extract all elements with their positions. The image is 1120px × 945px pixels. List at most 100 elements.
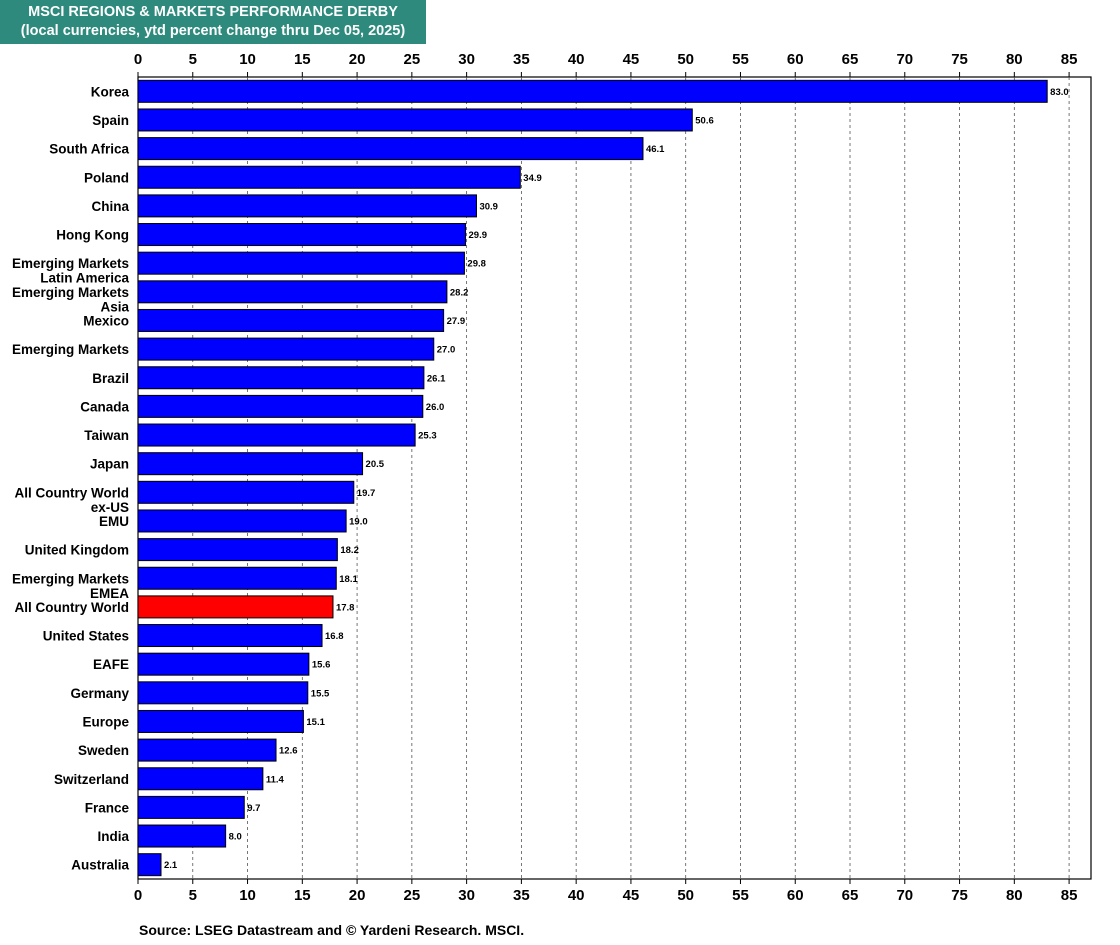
category-label-line: China (91, 199, 129, 214)
category-label: Emerging Markets (12, 342, 129, 357)
category-label-line: Japan (90, 457, 129, 472)
bar-value-label: 2.1 (164, 860, 178, 871)
x-tick-label-top: 40 (568, 51, 585, 68)
category-label: Spain (92, 113, 129, 128)
x-tick-label-top: 30 (458, 51, 475, 68)
bar-value-label: 19.7 (357, 488, 376, 499)
category-label-line: Emerging Markets (12, 571, 129, 586)
bar-value-label: 26.0 (426, 402, 445, 413)
bar (137, 79, 1048, 103)
bar (137, 853, 162, 877)
bar-value-label: 17.8 (336, 602, 355, 613)
bar-value-label: 27.0 (437, 345, 456, 356)
category-label: Hong Kong (56, 228, 129, 243)
category-label: All Country World (15, 600, 130, 615)
bar-value-label: 18.1 (339, 574, 358, 585)
category-label-line: Poland (84, 170, 129, 185)
category-label-line: Australia (71, 858, 129, 873)
category-label-line: Europe (82, 714, 129, 729)
category-label: Korea (91, 84, 130, 99)
bar-value-label: 30.9 (479, 201, 498, 212)
category-label-line: Korea (91, 84, 130, 99)
x-tick-label-bottom: 10 (239, 887, 256, 904)
x-tick-label-top: 75 (951, 51, 968, 68)
category-label: All Country World ex-US (15, 485, 130, 514)
category-label-line: South Africa (49, 142, 129, 157)
category-label-line: Emerging Markets (12, 285, 129, 300)
category-label: EMU (99, 514, 129, 529)
bar-value-label: 9.7 (247, 803, 260, 814)
category-label: Canada (80, 399, 129, 414)
x-tick-label-top: 10 (239, 51, 256, 68)
x-tick-label-bottom: 40 (568, 887, 585, 904)
category-label: Europe (82, 714, 129, 729)
category-label: EAFE (93, 657, 129, 672)
x-tick-label-top: 70 (896, 51, 913, 68)
x-tick-label-bottom: 35 (513, 887, 530, 904)
category-label: China (91, 199, 129, 214)
bar (137, 423, 416, 447)
x-tick-label-bottom: 55 (732, 887, 749, 904)
category-label: Poland (84, 170, 129, 185)
x-tick-label-top: 45 (623, 51, 640, 68)
category-label: Taiwan (84, 428, 129, 443)
bar-value-label: 15.1 (306, 717, 325, 728)
bar-value-label: 25.3 (418, 431, 437, 442)
category-label-line: Sweden (78, 743, 129, 758)
source-note: Source: LSEG Datastream and © Yardeni Re… (139, 922, 525, 938)
bar (137, 681, 309, 705)
bar-value-label: 8.0 (229, 832, 242, 843)
bar (137, 366, 425, 390)
x-tick-label-bottom: 0 (134, 887, 142, 904)
bar (137, 194, 477, 218)
category-label-line: Taiwan (84, 428, 129, 443)
bar (137, 652, 310, 676)
bar (137, 108, 693, 132)
category-label: Australia (71, 858, 129, 873)
category-label-line: Brazil (92, 371, 129, 386)
bar (137, 824, 227, 848)
x-tick-label-top: 55 (732, 51, 749, 68)
x-tick-label-top: 20 (349, 51, 366, 68)
x-tick-label-top: 80 (1006, 51, 1023, 68)
x-tick-label-bottom: 70 (896, 887, 913, 904)
category-label: Japan (90, 457, 129, 472)
bar (137, 509, 347, 533)
bar-value-label: 34.9 (523, 173, 542, 184)
category-label-line: Asia (100, 299, 129, 314)
bar (137, 566, 337, 590)
bar-value-label: 29.8 (467, 259, 486, 270)
x-tick-label-bottom: 5 (189, 887, 197, 904)
bar-value-label: 26.1 (427, 373, 446, 384)
bar-value-label: 16.8 (325, 631, 344, 642)
x-tick-label-bottom: 50 (677, 887, 694, 904)
chart-title: MSCI REGIONS & MARKETS PERFORMANCE DERBY (28, 4, 398, 20)
bar (137, 394, 424, 418)
bar (137, 738, 277, 762)
category-label: South Africa (49, 142, 129, 157)
x-tick-label-bottom: 25 (404, 887, 421, 904)
bar (137, 624, 323, 648)
bar (137, 795, 245, 819)
bar-value-label: 83.0 (1050, 87, 1069, 98)
bar (137, 280, 448, 304)
x-tick-label-bottom: 75 (951, 887, 968, 904)
category-label-line: India (97, 829, 129, 844)
category-label: India (97, 829, 129, 844)
bar-highlight (137, 595, 334, 619)
bar (137, 452, 364, 476)
bar (137, 709, 304, 733)
category-label-line: EAFE (93, 657, 129, 672)
x-tick-label-top: 60 (787, 51, 804, 68)
category-label-line: United States (43, 629, 129, 644)
category-label-line: ex-US (91, 500, 129, 515)
category-label-line: All Country World (15, 485, 130, 500)
x-tick-label-bottom: 60 (787, 887, 804, 904)
category-label: United States (43, 629, 129, 644)
bar-value-label: 19.0 (349, 516, 368, 527)
x-tick-label-bottom: 45 (623, 887, 640, 904)
category-label-line: EMEA (90, 586, 129, 601)
category-label: Emerging Markets Asia (12, 285, 130, 315)
x-tick-label-bottom: 80 (1006, 887, 1023, 904)
category-label: Emerging Markets Latin America (12, 256, 130, 286)
